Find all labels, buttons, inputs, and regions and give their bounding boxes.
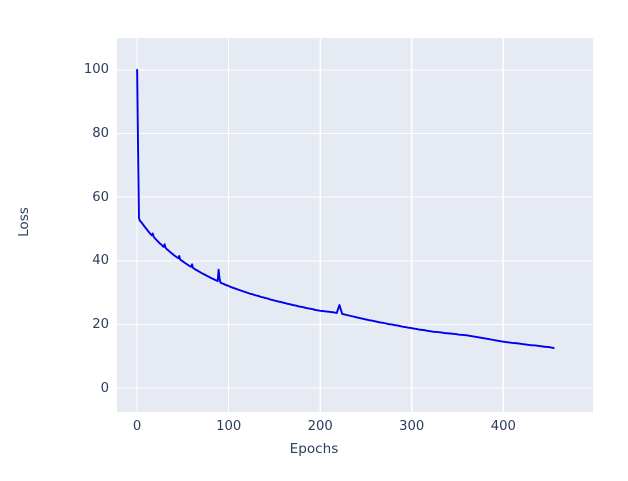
x-tick-label-100: 100: [216, 419, 242, 434]
x-tick-label-400: 400: [490, 419, 516, 434]
chart-svg: [117, 38, 593, 412]
x-tick-label-200: 200: [307, 419, 333, 434]
plot-area: [117, 38, 593, 412]
y-tick-label-0: 0: [100, 380, 109, 396]
x-tick-label-300: 300: [399, 419, 425, 434]
y-tick-label-40: 40: [92, 253, 109, 269]
loss-curve: [136, 68, 555, 349]
y-tick-label-60: 60: [92, 189, 109, 205]
y-tick-label-100: 100: [83, 62, 109, 78]
vertical-gridlines: [136, 38, 504, 412]
horizontal-gridlines: [117, 69, 593, 389]
y-tick-label-20: 20: [92, 316, 109, 332]
x-axis-label: Epochs: [289, 441, 339, 457]
y-tick-label-80: 80: [92, 125, 109, 141]
x-tick-label-0: 0: [132, 419, 142, 434]
y-axis-label: Loss: [16, 207, 32, 237]
